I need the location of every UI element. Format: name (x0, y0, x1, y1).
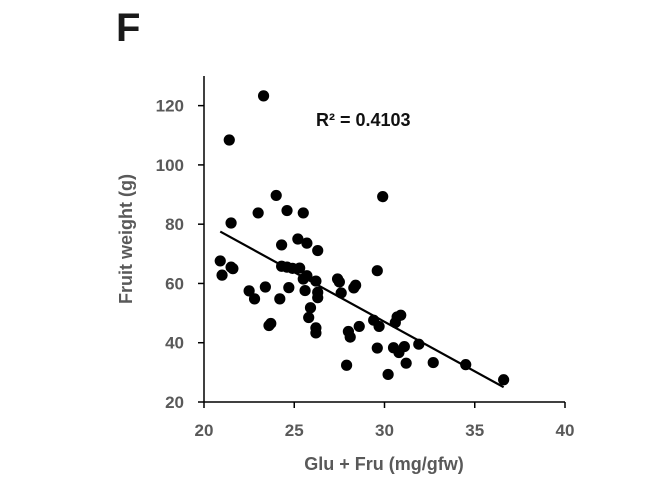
data-point (301, 237, 313, 249)
data-point (335, 287, 347, 299)
x-tick-label: 35 (465, 421, 484, 440)
data-point (400, 357, 412, 369)
data-point (276, 239, 288, 251)
data-point (297, 273, 309, 285)
panel-label: F (116, 6, 141, 50)
data-point (299, 284, 311, 297)
r-squared-annotation: R² = 0.4103 (316, 110, 411, 130)
data-point (227, 263, 239, 275)
data-point (223, 134, 235, 146)
data-point (259, 281, 271, 293)
data-point (377, 191, 389, 203)
data-point (225, 217, 237, 229)
x-axis-title: Glu + Fru (mg/gfw) (304, 454, 464, 474)
data-point (350, 279, 362, 291)
data-point (460, 359, 472, 371)
data-point (344, 331, 356, 343)
y-tick-label: 40 (165, 334, 184, 353)
data-point (340, 359, 353, 371)
data-point (427, 356, 439, 369)
data-point (297, 207, 309, 219)
tick-labels: 20 25 30 35 40 20 40 60 80 100 120 (156, 97, 575, 440)
data-point (294, 262, 306, 274)
data-point (498, 374, 510, 386)
data-point (393, 346, 405, 359)
x-tick-label: 25 (285, 421, 304, 440)
y-tick-label: 20 (165, 393, 184, 412)
data-point (248, 293, 261, 305)
data-point (252, 207, 264, 219)
data-point (371, 342, 383, 354)
data-point (373, 320, 385, 333)
data-point (283, 282, 295, 294)
data-point (216, 269, 228, 281)
data-point (303, 311, 315, 324)
data-point (274, 293, 286, 305)
data-point (413, 338, 425, 350)
x-tick-label: 20 (195, 421, 214, 440)
data-point (214, 255, 226, 267)
data-point (310, 327, 322, 339)
y-tick-label: 80 (165, 215, 184, 234)
data-point (382, 368, 394, 381)
data-point (281, 204, 293, 217)
data-point (389, 316, 401, 329)
data-point (292, 233, 304, 245)
data-point (312, 292, 324, 304)
y-axis-title: Fruit weight (g) (116, 174, 136, 304)
data-points (214, 90, 510, 386)
data-point (353, 320, 365, 333)
data-point (312, 244, 324, 257)
trendline (219, 230, 505, 389)
data-point (310, 275, 322, 287)
data-point (333, 276, 345, 288)
y-tick-label: 60 (165, 274, 184, 293)
y-tick-label: 120 (156, 97, 184, 116)
data-point (304, 302, 317, 314)
data-point (243, 285, 255, 297)
y-tick-label: 100 (156, 156, 184, 175)
data-point (270, 189, 282, 202)
ticks (198, 104, 566, 408)
data-point (257, 90, 270, 102)
data-point (371, 265, 383, 277)
data-point (263, 319, 275, 332)
x-tick-label: 30 (375, 421, 394, 440)
x-tick-label: 40 (556, 421, 575, 440)
